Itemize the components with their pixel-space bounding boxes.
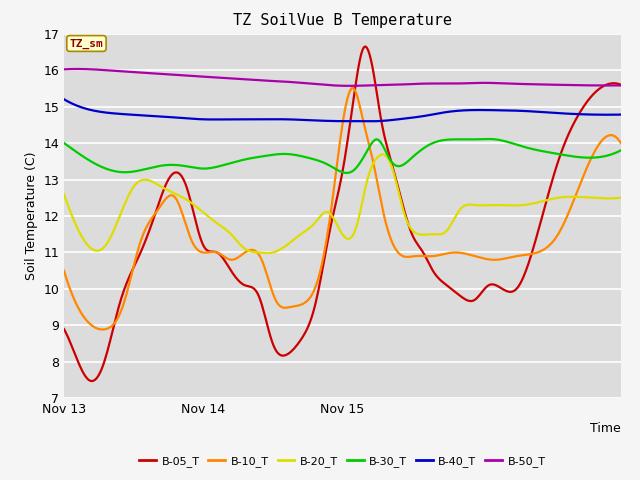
- B-10_T: [99, 326, 107, 332]
- B-20_T: [282, 243, 290, 249]
- B-50_T: [282, 79, 290, 84]
- B-05_T: [465, 298, 472, 304]
- B-20_T: [465, 202, 472, 207]
- Line: B-30_T: B-30_T: [64, 139, 621, 173]
- B-40_T: [241, 117, 249, 122]
- B-30_T: [60, 140, 68, 146]
- Text: TZ_sm: TZ_sm: [70, 38, 103, 48]
- B-40_T: [617, 112, 625, 118]
- B-50_T: [465, 80, 472, 86]
- B-05_T: [129, 267, 136, 273]
- B-05_T: [413, 240, 421, 246]
- B-50_T: [129, 69, 136, 75]
- B-40_T: [467, 107, 474, 113]
- B-20_T: [617, 195, 625, 201]
- B-40_T: [412, 114, 419, 120]
- Line: B-50_T: B-50_T: [64, 69, 621, 86]
- B-30_T: [412, 152, 419, 157]
- B-05_T: [243, 283, 251, 289]
- B-40_T: [463, 108, 471, 113]
- B-10_T: [243, 249, 251, 254]
- Line: B-40_T: B-40_T: [64, 99, 621, 121]
- B-20_T: [378, 152, 386, 157]
- B-30_T: [241, 156, 249, 162]
- B-05_T: [60, 326, 68, 332]
- B-30_T: [344, 170, 351, 176]
- B-40_T: [281, 117, 289, 122]
- B-05_T: [282, 352, 290, 358]
- B-20_T: [413, 231, 421, 237]
- Y-axis label: Soil Temperature (C): Soil Temperature (C): [25, 152, 38, 280]
- B-50_T: [413, 81, 421, 87]
- B-20_T: [127, 188, 135, 194]
- B-50_T: [243, 77, 251, 83]
- B-30_T: [484, 136, 492, 142]
- B-10_T: [413, 253, 421, 259]
- B-05_T: [468, 298, 476, 304]
- B-10_T: [468, 252, 476, 258]
- B-30_T: [463, 136, 471, 142]
- Line: B-05_T: B-05_T: [64, 47, 621, 381]
- X-axis label: Time: Time: [590, 422, 621, 435]
- B-30_T: [281, 151, 289, 157]
- B-50_T: [73, 66, 81, 72]
- B-20_T: [264, 250, 271, 256]
- B-30_T: [617, 147, 625, 153]
- B-40_T: [60, 96, 68, 102]
- B-50_T: [468, 80, 476, 86]
- B-05_T: [88, 378, 96, 384]
- B-20_T: [241, 246, 249, 252]
- B-50_T: [617, 83, 625, 88]
- B-40_T: [127, 112, 135, 118]
- Legend: B-05_T, B-10_T, B-20_T, B-30_T, B-40_T, B-50_T: B-05_T, B-10_T, B-20_T, B-30_T, B-40_T, …: [135, 451, 550, 471]
- B-50_T: [345, 83, 353, 89]
- B-30_T: [127, 169, 135, 175]
- B-10_T: [129, 268, 136, 274]
- B-10_T: [282, 305, 290, 311]
- B-40_T: [369, 119, 376, 124]
- B-10_T: [465, 252, 472, 257]
- B-20_T: [468, 202, 476, 207]
- B-10_T: [617, 140, 625, 146]
- B-10_T: [60, 268, 68, 274]
- B-50_T: [60, 66, 68, 72]
- B-20_T: [60, 191, 68, 197]
- B-05_T: [362, 44, 369, 49]
- B-10_T: [349, 85, 356, 91]
- Title: TZ SoilVue B Temperature: TZ SoilVue B Temperature: [233, 13, 452, 28]
- Line: B-10_T: B-10_T: [64, 88, 621, 329]
- B-05_T: [617, 82, 625, 87]
- Line: B-20_T: B-20_T: [64, 155, 621, 253]
- B-30_T: [467, 137, 474, 143]
